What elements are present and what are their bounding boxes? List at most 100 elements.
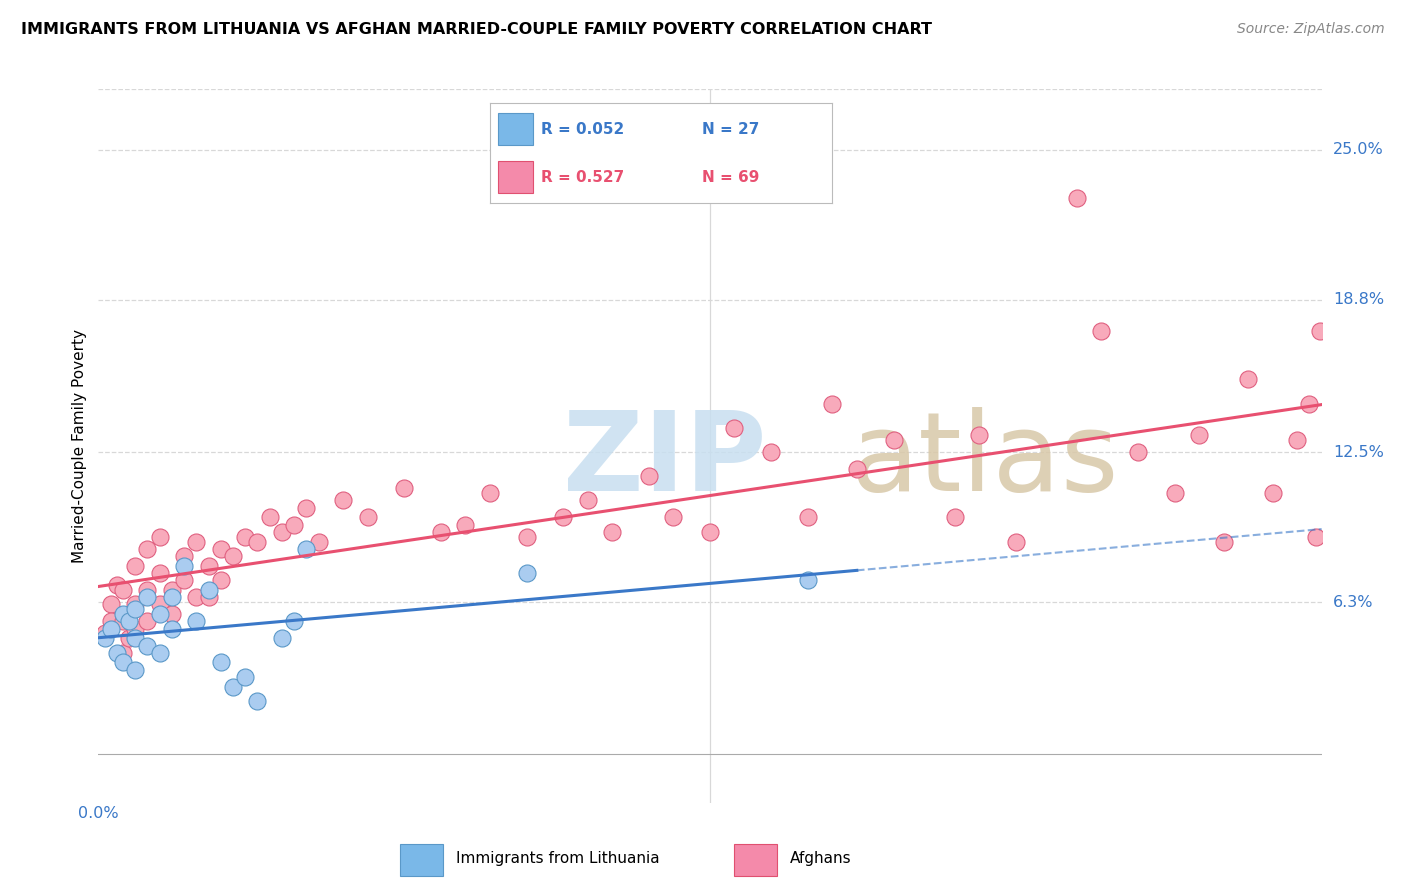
- Point: [149, 646, 172, 660]
- Point: [197, 590, 219, 604]
- Point: [295, 541, 318, 556]
- Point: [246, 534, 269, 549]
- Point: [124, 598, 146, 612]
- Point: [222, 549, 245, 563]
- Point: [111, 656, 134, 670]
- Point: [967, 428, 990, 442]
- Point: [136, 615, 159, 629]
- Point: [186, 615, 208, 629]
- Point: [160, 590, 183, 604]
- Point: [105, 646, 128, 660]
- Point: [186, 590, 208, 604]
- Point: [699, 524, 721, 539]
- Point: [478, 486, 501, 500]
- Point: [1188, 428, 1211, 442]
- Point: [118, 632, 141, 646]
- Point: [553, 510, 575, 524]
- Point: [160, 607, 183, 621]
- Bar: [498, 161, 533, 194]
- Point: [883, 433, 905, 447]
- Point: [1004, 534, 1026, 549]
- Point: [1128, 445, 1150, 459]
- Point: [259, 510, 281, 524]
- Point: [149, 530, 172, 544]
- Point: [516, 566, 538, 580]
- Point: [93, 632, 115, 646]
- Bar: [498, 113, 533, 145]
- Point: [516, 530, 538, 544]
- Point: [136, 582, 159, 597]
- Point: [1212, 534, 1234, 549]
- Point: [111, 615, 134, 629]
- Point: [821, 397, 844, 411]
- Text: 25.0%: 25.0%: [1333, 142, 1384, 157]
- Point: [124, 558, 146, 573]
- Point: [943, 510, 966, 524]
- Point: [797, 574, 820, 588]
- Point: [233, 530, 256, 544]
- Point: [100, 622, 122, 636]
- Text: IMMIGRANTS FROM LITHUANIA VS AFGHAN MARRIED-COUPLE FAMILY POVERTY CORRELATION CH: IMMIGRANTS FROM LITHUANIA VS AFGHAN MARR…: [21, 22, 932, 37]
- Point: [124, 602, 146, 616]
- Point: [332, 493, 354, 508]
- Point: [430, 524, 453, 539]
- Point: [723, 421, 745, 435]
- Point: [1164, 486, 1187, 500]
- Point: [160, 582, 183, 597]
- Point: [118, 615, 141, 629]
- Point: [845, 462, 868, 476]
- Point: [111, 646, 134, 660]
- Point: [662, 510, 685, 524]
- Text: 6.3%: 6.3%: [1333, 595, 1374, 609]
- Point: [308, 534, 330, 549]
- Point: [1309, 324, 1331, 338]
- Point: [149, 598, 172, 612]
- Text: N = 27: N = 27: [702, 122, 759, 137]
- Point: [283, 517, 305, 532]
- Point: [576, 493, 599, 508]
- Point: [186, 534, 208, 549]
- Point: [222, 680, 245, 694]
- Bar: [399, 844, 443, 876]
- Point: [1261, 486, 1284, 500]
- Text: R = 0.052: R = 0.052: [541, 122, 624, 137]
- Point: [1305, 530, 1327, 544]
- Bar: [734, 844, 778, 876]
- Text: ZIP: ZIP: [564, 407, 766, 514]
- Point: [1066, 191, 1088, 205]
- Point: [124, 663, 146, 677]
- Point: [209, 574, 232, 588]
- Point: [197, 582, 219, 597]
- Point: [149, 566, 172, 580]
- Point: [233, 670, 256, 684]
- Text: N = 69: N = 69: [702, 169, 759, 185]
- Point: [93, 626, 115, 640]
- Point: [209, 541, 232, 556]
- Point: [1237, 372, 1260, 386]
- Point: [100, 598, 122, 612]
- Point: [111, 607, 134, 621]
- Point: [105, 578, 128, 592]
- Y-axis label: Married-Couple Family Poverty: Married-Couple Family Poverty: [72, 329, 87, 563]
- Point: [173, 558, 195, 573]
- Text: Source: ZipAtlas.com: Source: ZipAtlas.com: [1237, 22, 1385, 37]
- Point: [173, 549, 195, 563]
- Text: 18.8%: 18.8%: [1333, 293, 1384, 307]
- Point: [1298, 397, 1320, 411]
- Point: [637, 469, 661, 483]
- Point: [136, 541, 159, 556]
- Point: [100, 615, 122, 629]
- Point: [797, 510, 820, 524]
- Point: [270, 524, 292, 539]
- Point: [295, 500, 318, 515]
- Point: [209, 656, 232, 670]
- Point: [111, 582, 134, 597]
- Text: 12.5%: 12.5%: [1333, 444, 1384, 459]
- Point: [454, 517, 477, 532]
- Point: [600, 524, 623, 539]
- Point: [124, 632, 146, 646]
- Point: [160, 622, 183, 636]
- Text: R = 0.527: R = 0.527: [541, 169, 624, 185]
- Text: 0.0%: 0.0%: [79, 806, 118, 822]
- Point: [270, 632, 292, 646]
